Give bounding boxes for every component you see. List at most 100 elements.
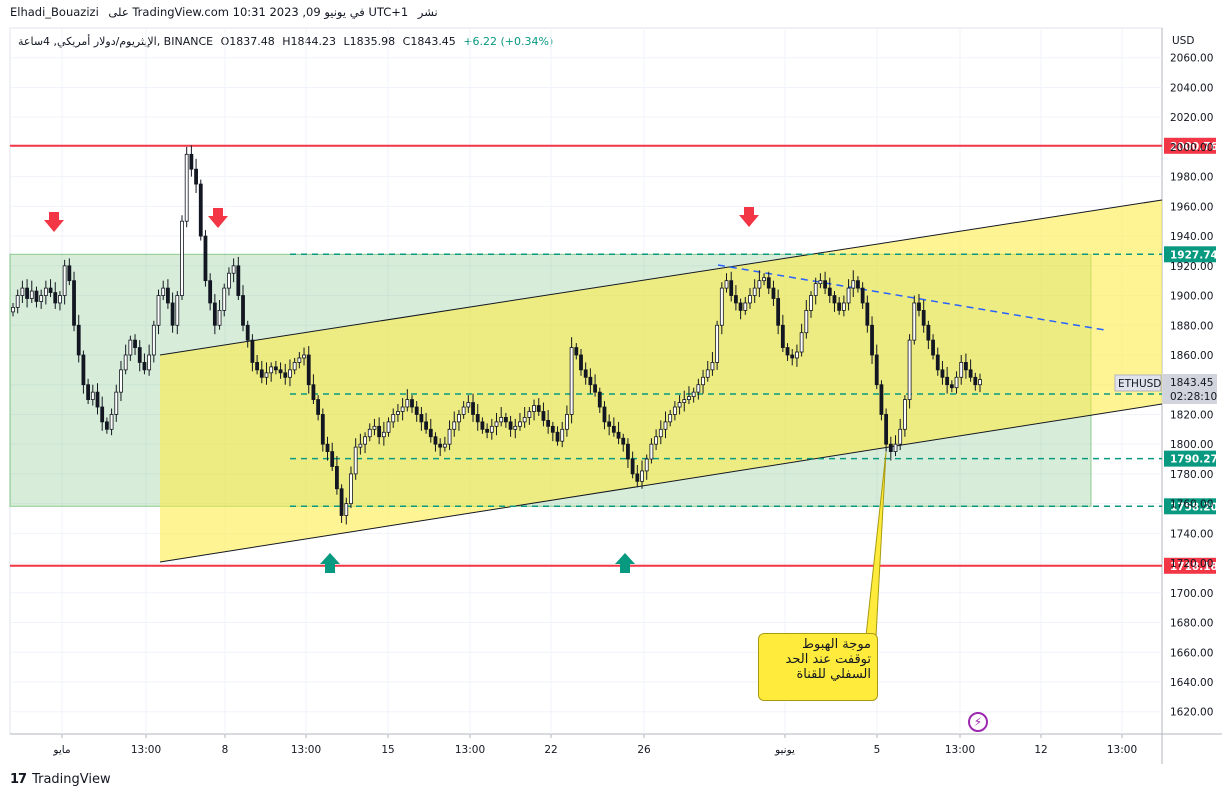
candle-body — [288, 369, 292, 378]
low-value: L1835.98 — [343, 35, 396, 48]
candle-body — [860, 287, 865, 304]
candle-body — [682, 399, 687, 403]
candle-body — [81, 354, 86, 386]
price-tick-label: 2060.00 — [1170, 53, 1213, 65]
candle-body — [898, 428, 903, 445]
candle-body — [837, 302, 842, 311]
candle-body — [940, 369, 945, 378]
last-price-tag: ETHUSD 1843.45 02:28:10 — [1114, 374, 1217, 404]
candle-body — [212, 302, 217, 326]
candle-body — [649, 443, 654, 460]
candle-body — [58, 295, 62, 304]
candle-body — [100, 406, 105, 423]
bolt-icon[interactable]: ⚡ — [968, 712, 988, 732]
candle-body — [893, 443, 898, 453]
candle-body — [663, 421, 668, 430]
candle-body — [926, 324, 931, 341]
candles — [11, 145, 982, 525]
candle-body — [39, 295, 44, 302]
time-tick-label: 13:00 — [455, 744, 485, 756]
candle-body — [349, 473, 353, 505]
candle-body — [189, 153, 194, 170]
time-axis[interactable]: مايو 13:00 8 13:00 15 13:00 22 26 يونيو 5 13:00 12 1… — [52, 734, 1137, 756]
candle-body — [208, 280, 213, 304]
candle-body — [832, 295, 837, 304]
candle-body — [780, 324, 785, 348]
time-tick-label: 13:00 — [945, 744, 975, 756]
price-tag-bg — [1164, 246, 1216, 263]
note-line-2: توقفت عند الحد — [785, 652, 871, 667]
candle-body — [391, 414, 396, 423]
candle-body — [222, 287, 227, 311]
time-tick-label: مايو — [52, 744, 70, 756]
candle-body — [959, 362, 964, 378]
last-price-value: 1843.45 — [1170, 377, 1213, 389]
annotation-note[interactable]: موجة الهبوط توقفت عند الحد السفلي للقناة — [758, 633, 878, 701]
publish-word: نشر — [417, 5, 438, 19]
candle-body — [67, 265, 72, 282]
price-axis[interactable]: 1620.00 1640.00 1660.00 1680.00 1700.00 1720.… — [1170, 53, 1213, 719]
channel-lower-line — [159, 403, 1163, 563]
channel-upper-line — [159, 199, 1163, 356]
candle-body — [846, 287, 851, 304]
candle-body — [499, 417, 504, 423]
publish-header: Elhadi_Bouazizi على TradingView.com 10:3… — [10, 5, 444, 19]
candle-body — [34, 290, 39, 302]
tradingview-brand[interactable]: 17 TradingView — [10, 772, 111, 787]
up-arrow-icon — [615, 553, 635, 573]
candle-body — [978, 379, 982, 386]
candle-body — [245, 324, 250, 341]
time-tick-label: 22 — [544, 744, 557, 756]
candle-body — [29, 290, 34, 299]
candle-body — [198, 183, 203, 237]
candle-body — [597, 391, 602, 408]
candle-body — [583, 369, 588, 378]
publish-info: على TradingView.com 10:31 2023 ,09 في يو… — [108, 5, 409, 19]
candle-body — [86, 384, 91, 400]
price-tag-label: 1790.27 — [1170, 454, 1218, 466]
price-tag-bg — [1164, 137, 1216, 154]
candle-body — [316, 399, 321, 415]
candle-body — [367, 428, 372, 438]
markers — [44, 207, 759, 573]
candle-body — [53, 292, 58, 304]
candle-body — [480, 421, 485, 430]
candle-body — [719, 287, 724, 326]
candle-body — [72, 280, 76, 326]
time-tick-label: 13:00 — [291, 744, 321, 756]
candle-body — [813, 283, 818, 296]
candle-body — [532, 405, 536, 412]
candle-body — [668, 414, 673, 423]
candle-body — [377, 425, 382, 438]
candle-body — [339, 488, 344, 516]
price-tag-bg — [1164, 450, 1216, 467]
candle-body — [658, 428, 663, 438]
price-tick-label: 1760.00 — [1170, 499, 1213, 511]
price-tick-label: 1620.00 — [1170, 707, 1213, 719]
price-tick-label: 1980.00 — [1170, 172, 1213, 184]
price-tick-label: 2020.00 — [1170, 112, 1213, 124]
candle-body — [166, 287, 170, 304]
price-tick-label: 1640.00 — [1170, 677, 1213, 689]
candle-body — [513, 425, 518, 430]
candle-body — [762, 277, 766, 282]
candle-body — [677, 402, 682, 408]
candle-body — [128, 339, 133, 356]
candle-body — [396, 411, 400, 415]
tradingview-logo-icon: 17 — [10, 772, 27, 787]
candle-body — [945, 376, 950, 386]
candle-body — [330, 451, 335, 467]
last-price-countdown: 02:28:10 — [1170, 391, 1217, 403]
candle-body — [626, 443, 630, 460]
price-tick-label: 1780.00 — [1170, 469, 1213, 481]
candle-body — [264, 372, 269, 378]
candle-body — [964, 362, 968, 371]
note-line-1: موجة الهبوط — [801, 637, 871, 652]
publisher-name[interactable]: Elhadi_Bouazizi — [10, 5, 99, 19]
time-tick-label: 13:00 — [131, 744, 161, 756]
price-tick-label: 1940.00 — [1170, 231, 1213, 243]
candle-body — [743, 302, 748, 311]
currency-label: USD — [1172, 35, 1194, 47]
candle-body — [912, 302, 917, 341]
